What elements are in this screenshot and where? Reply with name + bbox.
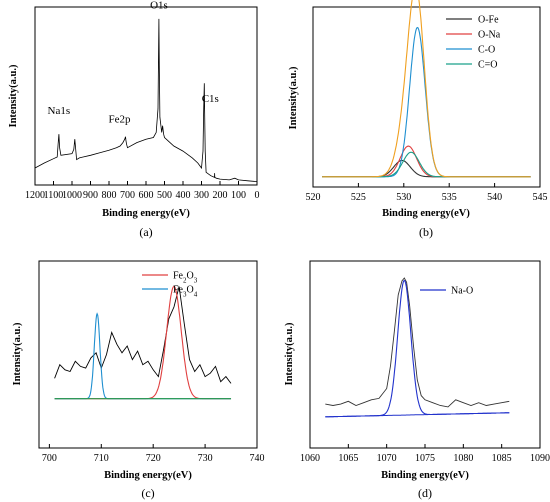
raw-spectrum-line <box>54 286 232 384</box>
panel-d-label: (d) <box>418 486 432 500</box>
panel-c-label: (c) <box>141 486 154 500</box>
panel-b-label: (b) <box>419 225 433 239</box>
x-tick-label: 0 <box>255 190 260 201</box>
x-tick-label: 1000 <box>62 190 82 201</box>
legend-subscript: 4 <box>194 291 198 299</box>
panel-a-survey-line <box>34 18 258 182</box>
panel-b: 520 525 530 535 540 545 O-Fe O-Na C-O C=O Bindin… <box>288 0 548 239</box>
legend-label: Fe3O4 <box>173 285 198 299</box>
panel-d-legend: Na-O <box>420 286 473 297</box>
legend-text: O <box>187 285 194 296</box>
x-tick-label: 200 <box>213 190 228 201</box>
x-tick-label: 530 <box>396 192 411 203</box>
fit-line-c-o <box>322 26 531 178</box>
x-tick-label: 500 <box>157 190 172 201</box>
panel-d-xticks: 1060 1065 1070 1075 1080 1085 1090 <box>300 444 550 464</box>
x-tick-label: 1090 <box>530 453 550 464</box>
panel-d-fits <box>325 277 510 418</box>
x-tick-label: 100 <box>231 190 246 201</box>
panel-b-xticks: 520 525 530 535 540 545 <box>306 183 548 203</box>
panel-a-label: (a) <box>139 225 152 239</box>
x-tick-label: 535 <box>442 192 457 203</box>
fit-baseline-line <box>325 412 510 418</box>
peak-label: Fe2p <box>108 113 131 125</box>
panel-a-annotations: Na1s Fe2p O1s C1s <box>48 0 219 125</box>
x-tick-label: 1200 <box>25 190 45 201</box>
x-tick-label: 540 <box>487 192 502 203</box>
legend-label: C=O <box>478 60 498 71</box>
x-tick-label: 700 <box>120 190 135 201</box>
legend-label: Fe2O3 <box>173 271 198 285</box>
legend-text: O <box>187 271 194 282</box>
panel-b-fits <box>322 0 531 178</box>
x-tick-label: 900 <box>83 190 98 201</box>
legend-subscript: 3 <box>183 291 187 299</box>
panel-d-ylabel: Intensity(a.u.) <box>284 322 295 386</box>
x-tick-label: 400 <box>176 190 191 201</box>
x-tick-label: 1080 <box>453 453 473 464</box>
x-tick-label: 700 <box>42 453 57 464</box>
panel-c-fits <box>54 285 232 400</box>
legend-label: O-Fe <box>478 15 499 26</box>
panel-b-frame <box>312 6 541 188</box>
panel-c-xlabel: Binding energy(eV) <box>104 470 192 481</box>
x-tick-label: 300 <box>194 190 209 201</box>
x-tick-label: 1075 <box>415 453 435 464</box>
legend-text: Fe <box>173 271 184 282</box>
x-tick-label: 1060 <box>300 453 320 464</box>
panel-c-frame <box>38 260 258 449</box>
fit-line-fe3o4 <box>54 312 231 400</box>
raw-spectrum-line <box>325 277 510 408</box>
peak-label: C1s <box>202 93 219 105</box>
fit-line-fe2o3 <box>54 285 231 400</box>
x-tick-label: 720 <box>146 453 161 464</box>
x-tick-label: 545 <box>533 192 548 203</box>
panel-a-frame <box>34 6 258 186</box>
x-tick-label: 710 <box>94 453 109 464</box>
x-tick-label: 520 <box>306 192 321 203</box>
x-tick-label: 1065 <box>338 453 358 464</box>
panel-d-xlabel: Binding energy(eV) <box>381 470 469 481</box>
legend-label: Na-O <box>451 286 473 297</box>
x-tick-label: 740 <box>250 453 265 464</box>
x-tick-label: 730 <box>198 453 213 464</box>
panel-a-ylabel: Intensity(a.u.) <box>8 64 19 128</box>
legend-text: Fe <box>173 285 184 296</box>
legend-subscript: 2 <box>183 277 187 285</box>
x-tick-label: 600 <box>139 190 154 201</box>
panel-b-xlabel: Binding energy(eV) <box>382 208 470 219</box>
peak-label: O1s <box>150 0 168 12</box>
panel-a-xlabel: Binding energy(eV) <box>102 208 190 219</box>
legend-label: O-Na <box>478 30 501 41</box>
x-tick-label: 800 <box>102 190 117 201</box>
x-tick-label: 525 <box>351 192 366 203</box>
x-tick-label: 1100 <box>44 190 64 201</box>
panel-b-legend: O-Fe O-Na C-O C=O <box>446 15 501 71</box>
panel-b-ylabel: Intensity(a.u.) <box>288 66 299 130</box>
panel-d-frame <box>309 260 541 449</box>
panel-d: 1060 1065 1070 1075 1080 1085 1090 Na-O Bindin… <box>284 260 550 500</box>
fit-line-na-o <box>325 279 510 418</box>
legend-subscript: 3 <box>194 277 198 285</box>
fit-envelope-line <box>322 0 531 178</box>
fit-line-c-o <box>322 151 531 178</box>
x-tick-label: 1085 <box>492 453 512 464</box>
x-tick-label: 1070 <box>377 453 397 464</box>
panel-c-ylabel: Intensity(a.u.) <box>12 322 23 386</box>
panel-c-xticks: 700 710 720 730 740 <box>42 444 265 464</box>
peak-label: Na1s <box>48 105 71 117</box>
legend-label: C-O <box>478 45 495 56</box>
